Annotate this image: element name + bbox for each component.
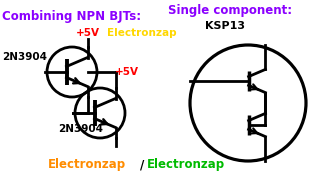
Text: +5V: +5V <box>76 28 100 38</box>
Text: 2N3904: 2N3904 <box>2 52 47 62</box>
Text: Electronzap: Electronzap <box>147 158 225 171</box>
Text: 2N3904: 2N3904 <box>58 124 103 134</box>
Text: KSP13: KSP13 <box>205 21 245 31</box>
Text: Electronzap: Electronzap <box>107 28 177 38</box>
Text: Combining NPN BJTs:: Combining NPN BJTs: <box>2 10 141 23</box>
Text: Electronzap: Electronzap <box>48 158 126 171</box>
Text: Single component:: Single component: <box>168 4 292 17</box>
Text: +5V: +5V <box>115 67 139 77</box>
Text: /: / <box>140 158 144 171</box>
